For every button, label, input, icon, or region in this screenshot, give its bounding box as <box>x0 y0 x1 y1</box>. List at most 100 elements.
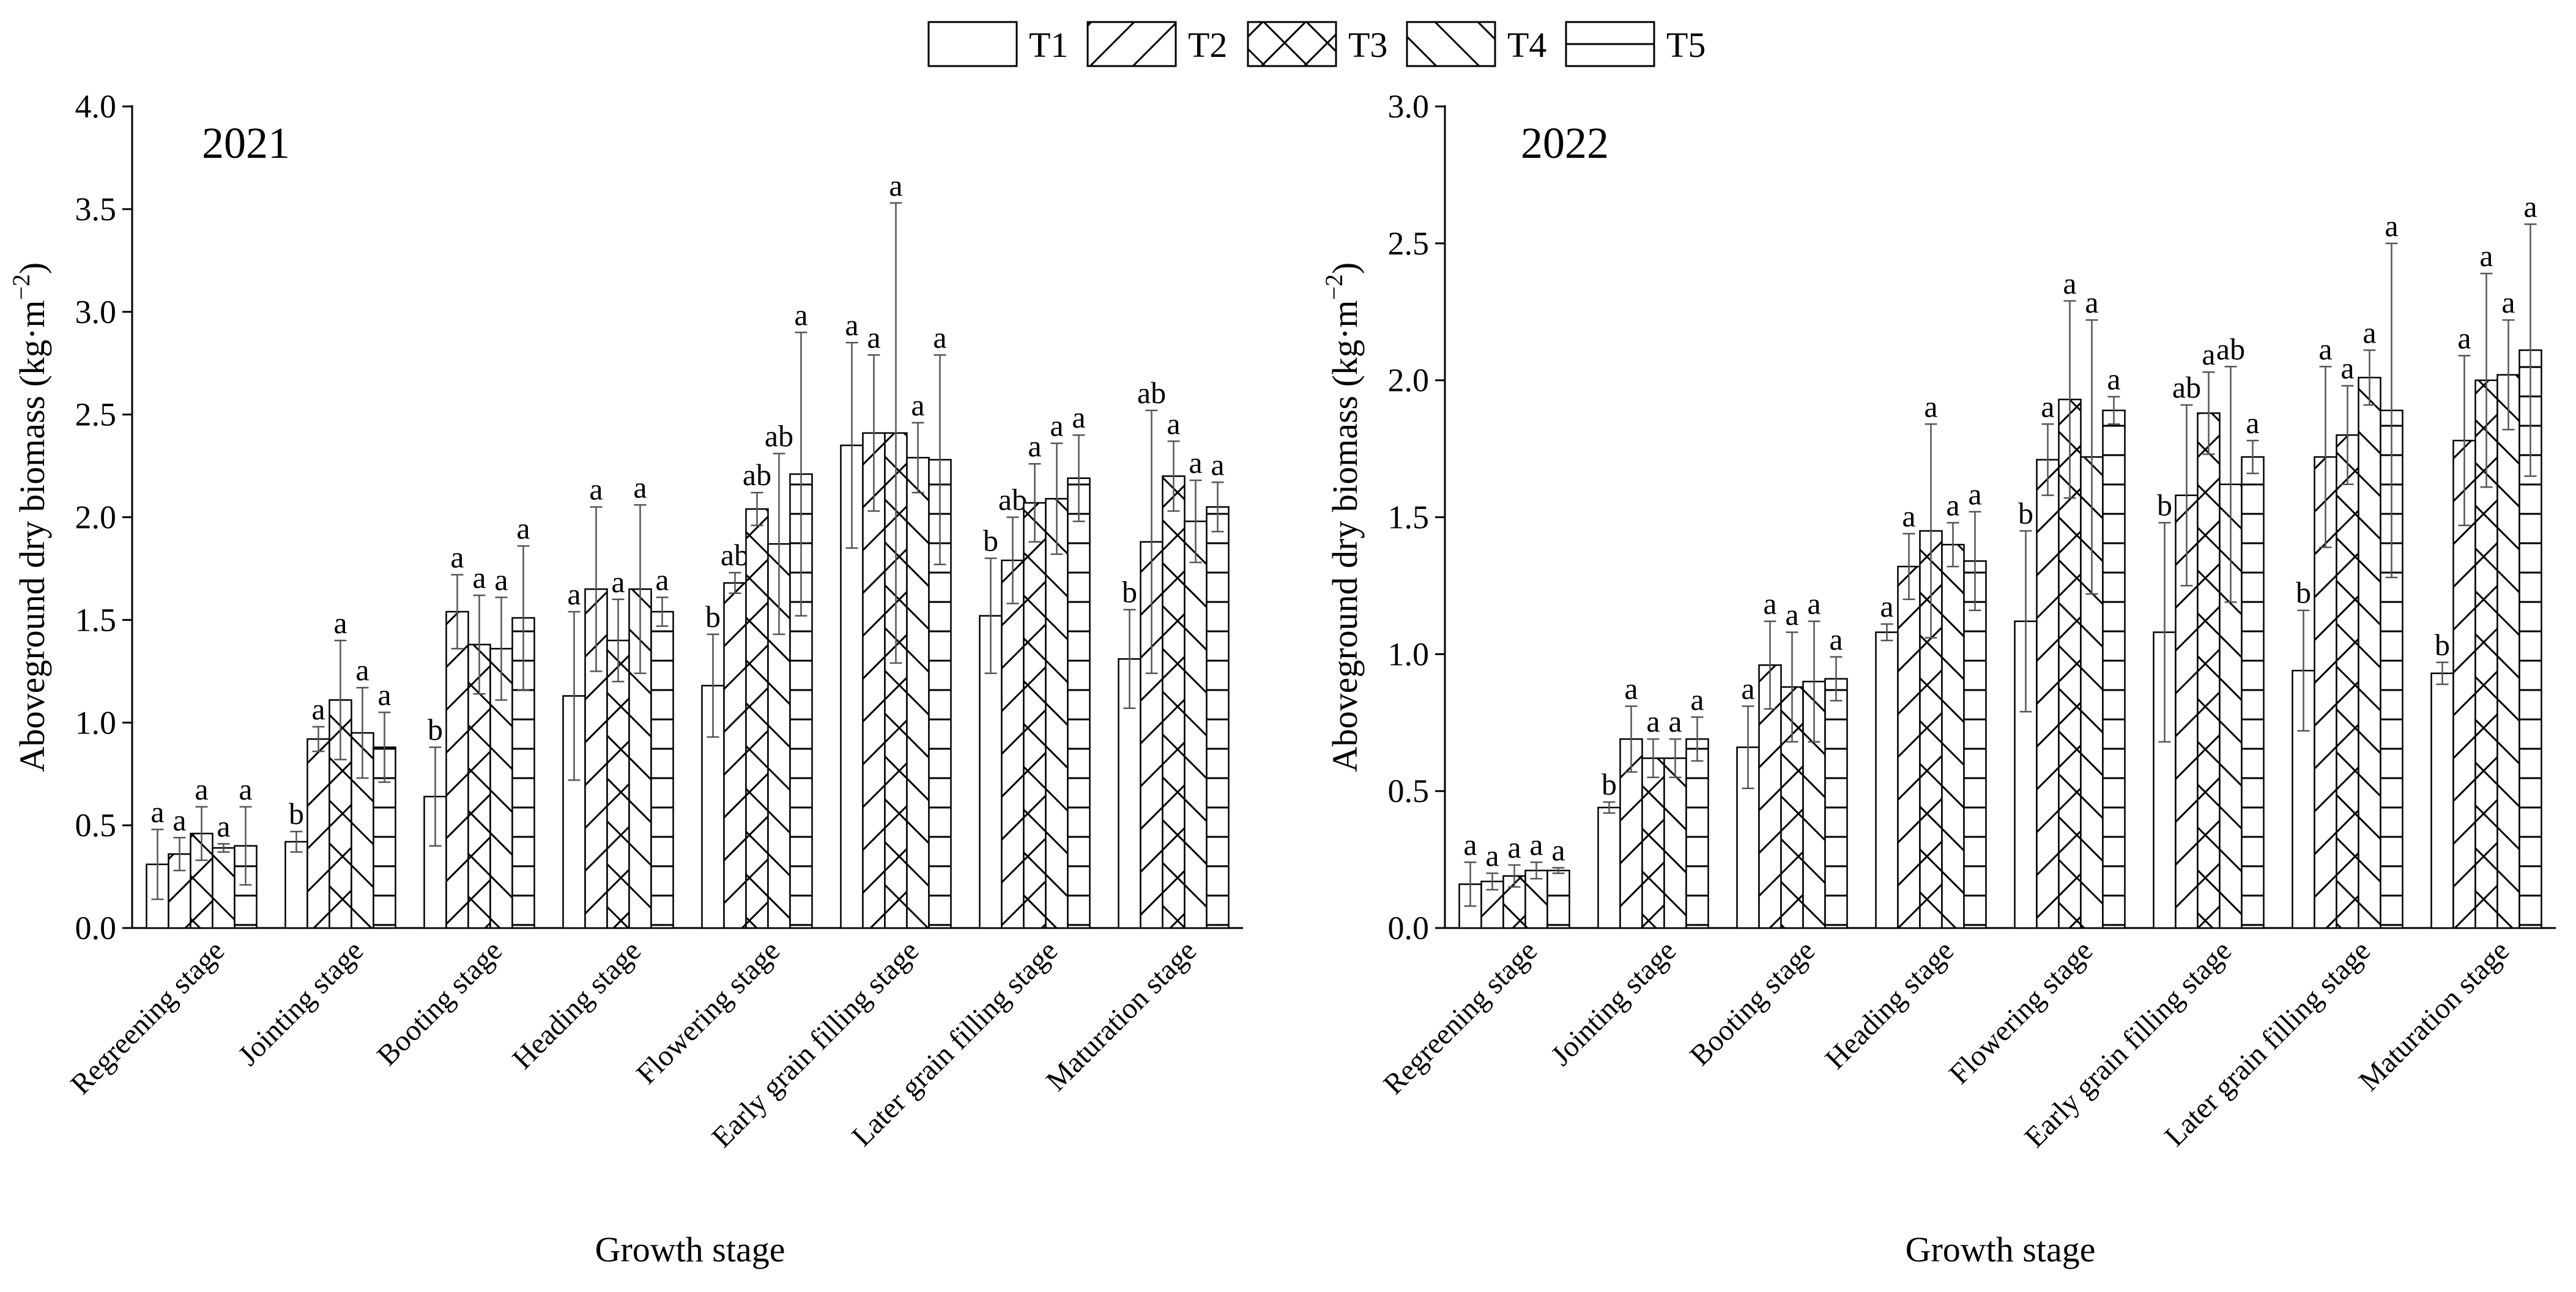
y-tick-label: 1.5 <box>75 601 117 638</box>
significance-label: b <box>705 600 721 634</box>
legend-label-t4: T4 <box>1507 25 1546 65</box>
significance-label: a <box>889 168 902 202</box>
significance-label: a <box>1189 445 1202 480</box>
bar-t3 <box>2336 434 2359 929</box>
bar-t4 <box>1524 869 1548 929</box>
significance-label: a <box>1880 589 1893 623</box>
y-axis-title-superscript: −2 <box>7 274 35 300</box>
bar-t2 <box>306 738 330 929</box>
legend-label-t2: T2 <box>1188 25 1227 65</box>
bar-t4 <box>1184 520 1208 929</box>
significance-label: a <box>1668 704 1682 738</box>
significance-label: a <box>2246 406 2259 440</box>
significance-label: a <box>1763 587 1776 621</box>
bar-t3 <box>2197 412 2221 929</box>
significance-label: a <box>239 772 252 806</box>
category-label: Jointing stage <box>232 934 369 1072</box>
legend-swatch-t3 <box>1247 21 1337 67</box>
significance-label: a <box>1463 828 1477 862</box>
category-label: Booting stage <box>1683 934 1821 1072</box>
significance-label: b <box>2435 628 2450 662</box>
category-label: Heading stage <box>507 934 648 1075</box>
bar-t4 <box>2358 376 2381 929</box>
significance-label: a <box>1946 488 1959 522</box>
bar-t5 <box>2241 456 2265 929</box>
significance-label: a <box>195 772 208 806</box>
bar-t2 <box>2036 459 2060 929</box>
significance-label: ab <box>998 483 1027 517</box>
significance-label: a <box>333 606 347 640</box>
legend-label-t1: T1 <box>1029 25 1068 65</box>
significance-label: a <box>655 562 669 596</box>
y-axis-title: Aboveground dry biomass (kg·m−2) <box>1320 262 1365 773</box>
bar-t3 <box>1162 475 1186 929</box>
significance-label: ab <box>2172 370 2201 404</box>
y-axis-title-close: ) <box>1325 262 1365 274</box>
bar-t5 <box>650 611 674 929</box>
bar-t2 <box>445 611 469 929</box>
significance-label: ab <box>1137 376 1166 410</box>
significance-label: b <box>2296 576 2311 610</box>
significance-label: b <box>983 524 998 558</box>
y-axis-title-superscript: −2 <box>1320 274 1348 300</box>
significance-label: b <box>428 713 443 747</box>
category-label: Booting stage <box>371 934 508 1072</box>
bar-t4 <box>2496 374 2520 929</box>
bar-t2 <box>723 582 747 929</box>
category-label: Maturation stage <box>2353 934 2516 1097</box>
y-tick-label: 2.0 <box>1388 362 1430 399</box>
y-tick-label: 0.5 <box>1388 773 1430 809</box>
significance-label: a <box>2501 285 2515 319</box>
y-tick-label: 1.0 <box>75 704 117 741</box>
significance-label: a <box>2202 337 2215 371</box>
legend: T1 T2 T3 T4 T5 <box>927 21 1706 67</box>
y-tick-label: 2.5 <box>75 396 117 433</box>
category-label: Regreening stage <box>1377 934 1543 1101</box>
bar-t4 <box>1045 498 1069 929</box>
bar-t1 <box>2430 672 2454 929</box>
panel-year-label: 2022 <box>1521 119 1609 168</box>
bar-t2 <box>1897 565 1921 929</box>
bar-t3 <box>745 508 769 929</box>
bar-t5 <box>1546 869 1570 929</box>
y-tick-label: 3.0 <box>75 294 117 330</box>
x-axis-title: Growth stage <box>1906 1230 2096 1269</box>
significance-label: a <box>1028 429 1041 463</box>
significance-label: a <box>1646 704 1660 738</box>
y-tick-label: 4.0 <box>75 88 117 125</box>
significance-label: a <box>2340 351 2354 385</box>
significance-label: a <box>2107 362 2120 396</box>
category-label: Maturation stage <box>1040 934 1203 1097</box>
significance-label: a <box>1968 477 1981 511</box>
category-label: Heading stage <box>1819 934 1961 1075</box>
category-label: Flowering stage <box>630 934 786 1090</box>
significance-label: b <box>2157 488 2172 522</box>
significance-label: a <box>1551 833 1565 867</box>
category-label: Jointing stage <box>1545 934 1682 1072</box>
y-axis-title-close: ) <box>12 262 52 274</box>
y-axis-title-main: Aboveground dry biomass (kg·m <box>12 300 52 773</box>
significance-label: a <box>1072 400 1085 434</box>
significance-label: a <box>633 470 647 504</box>
significance-label: b <box>289 796 304 831</box>
bar-t5 <box>1685 738 1709 929</box>
significance-label: a <box>1785 598 1798 632</box>
significance-label: a <box>589 472 603 507</box>
legend-swatch-t1 <box>927 21 1018 67</box>
y-tick-label: 3.5 <box>75 191 117 228</box>
y-tick-label: 0.5 <box>75 807 117 844</box>
x-axis-title: Growth stage <box>595 1230 785 1269</box>
bar-t4 <box>212 847 236 929</box>
significance-label: a <box>911 388 924 422</box>
y-axis-title: Aboveground dry biomass (kg·m−2) <box>7 262 52 773</box>
bar-t5 <box>1206 506 1230 929</box>
significance-label: a <box>933 320 946 354</box>
y-tick-label: 0.0 <box>1388 910 1430 946</box>
bar-t4 <box>1663 757 1687 929</box>
bar-t5 <box>2102 409 2126 929</box>
bar-t2 <box>1001 559 1025 929</box>
y-axis-title-main: Aboveground dry biomass (kg·m <box>1325 300 1365 773</box>
category-label: Flowering stage <box>1943 934 2099 1090</box>
significance-label: a <box>794 297 807 332</box>
bar-t5 <box>1067 477 1091 929</box>
